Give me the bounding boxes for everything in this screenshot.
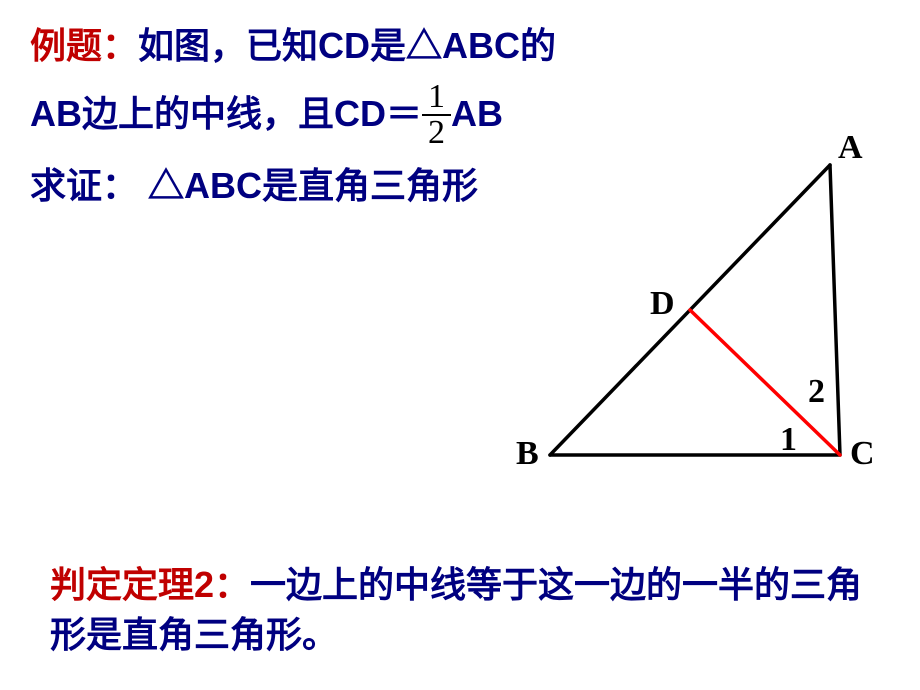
line2-b: AB (451, 93, 503, 134)
triangle-diagram: ABCD12 (510, 135, 910, 515)
prove-prefix: 求证： (30, 165, 138, 206)
vertex-label-b: B (516, 435, 539, 473)
prove-text: △ABC是直角三角形 (138, 165, 478, 206)
one-half-fraction: 12 (422, 80, 451, 150)
fraction-numerator: 1 (422, 80, 451, 116)
theorem-statement: 判定定理2：一边上的中线等于这一边的一半的三角形是直角三角形。 (50, 560, 870, 661)
theorem-prefix: 判定定理2： (50, 564, 250, 605)
vertex-label-c: C (850, 435, 875, 473)
angle-label-1: 1 (780, 421, 797, 459)
line1-text: 如图，已知CD是△ABC的 (138, 25, 556, 66)
fraction-denominator: 2 (422, 116, 451, 150)
line2-a: AB边上的中线，且CD＝ (30, 93, 422, 134)
angle-label-2: 2 (808, 373, 825, 411)
example-prefix: 例题： (30, 25, 138, 66)
vertex-label-d: D (650, 285, 675, 323)
problem-line-1: 例题：如图，已知CD是△ABC的 (30, 12, 670, 80)
vertex-label-a: A (838, 129, 863, 167)
